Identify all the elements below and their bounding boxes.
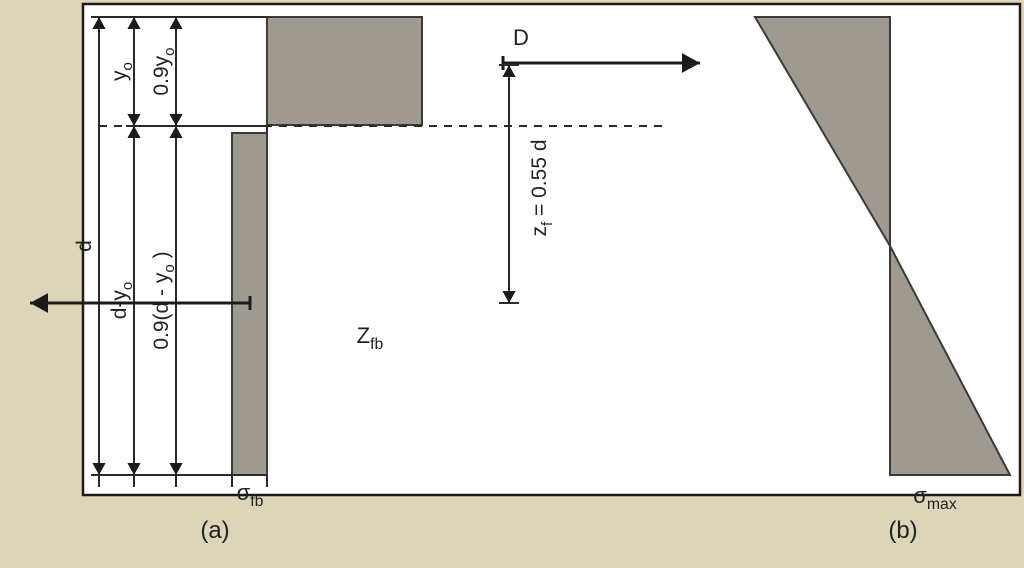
caption-b: (b) bbox=[888, 517, 917, 544]
label-D: D bbox=[513, 25, 529, 50]
dim-label-d: d bbox=[73, 240, 96, 252]
caption-a: (a) bbox=[200, 517, 229, 544]
compression-block bbox=[267, 17, 422, 125]
